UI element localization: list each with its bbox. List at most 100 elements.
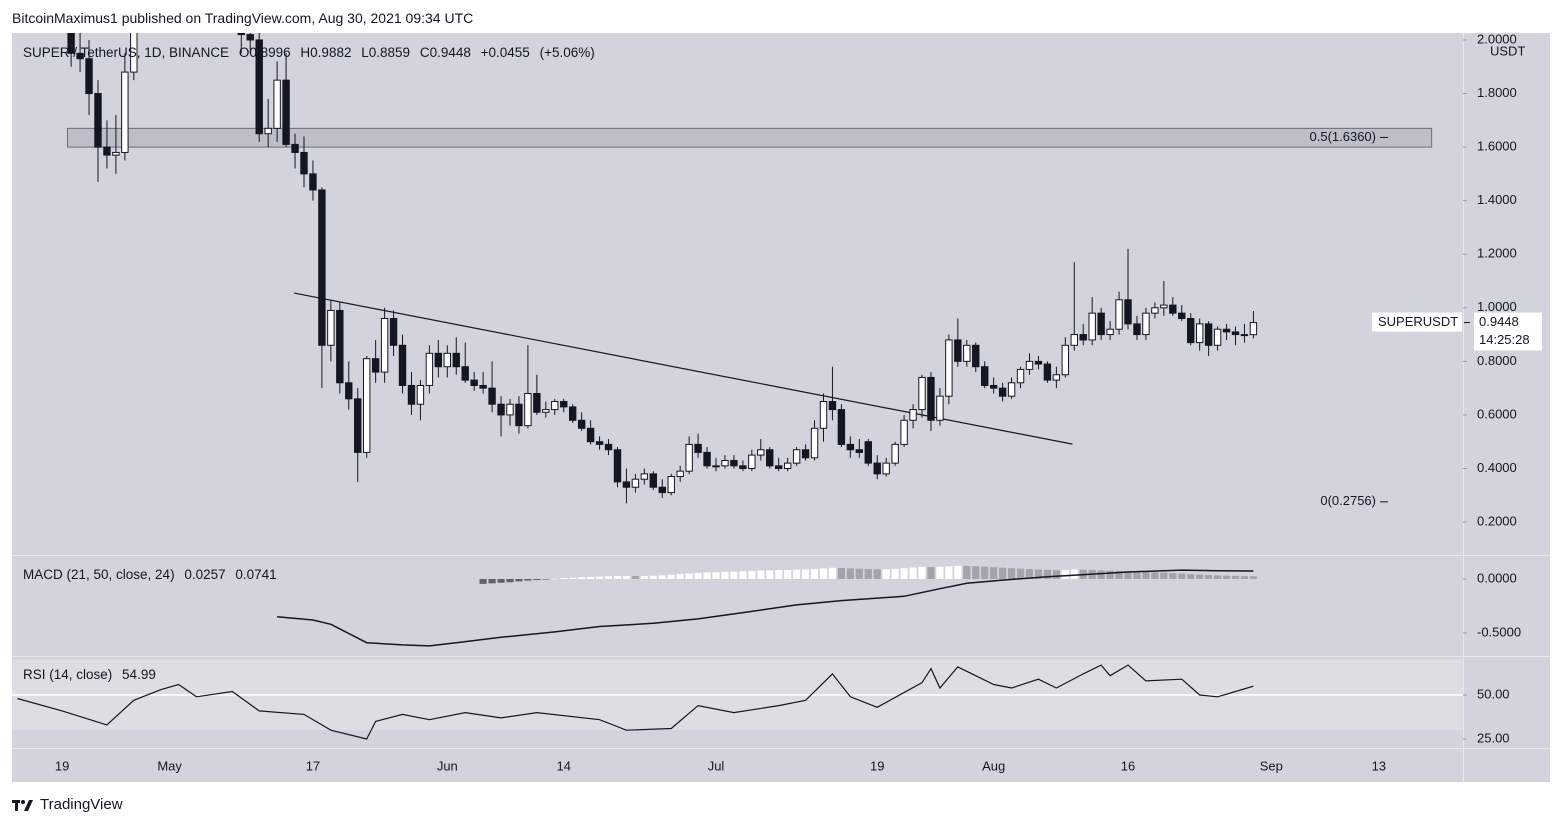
macd-histogram-bar — [927, 567, 935, 579]
macd-histogram-bar — [488, 578, 496, 584]
macd-histogram-bar — [712, 572, 720, 579]
x-tick-label: May — [157, 758, 182, 773]
candle-body — [1079, 334, 1087, 341]
candle-body — [103, 146, 111, 156]
chart-background — [12, 33, 1550, 782]
candle-body — [533, 392, 541, 413]
y-tick-label: 0.4000 — [1477, 460, 1517, 475]
candle-body — [1133, 323, 1141, 336]
candle-body — [121, 71, 129, 153]
candle-body — [1043, 363, 1052, 381]
macd-histogram-bar — [685, 573, 693, 579]
candle-body — [1160, 304, 1168, 309]
symbol-title: SUPER / TetherUS, 1D, BINANCE — [23, 45, 230, 60]
macd-histogram-bar — [1178, 573, 1186, 579]
candle-body — [264, 127, 272, 135]
macd-line — [277, 569, 1254, 647]
candle-body — [568, 406, 577, 421]
candle-body — [703, 451, 711, 467]
candle-body — [828, 401, 837, 411]
macd-histogram-bar — [1169, 573, 1177, 579]
candle-body — [300, 151, 308, 175]
x-tick-label: 13 — [1372, 758, 1386, 773]
x-tick-label: 14 — [557, 758, 571, 773]
candle-body — [1169, 304, 1177, 314]
candle-body — [963, 344, 971, 362]
candle-body — [989, 384, 998, 389]
change-percent: (+5.06%) — [539, 45, 595, 60]
macd-histogram-bar — [560, 578, 568, 579]
candle-body — [362, 358, 371, 453]
macd-histogram-bar — [954, 565, 962, 579]
macd-histogram-bar — [649, 575, 657, 579]
candle-body — [837, 409, 846, 445]
macd-histogram-bar — [766, 570, 774, 579]
y-tick-label: 0.2000 — [1477, 513, 1517, 528]
macd-histogram-bar — [1222, 575, 1231, 579]
y-tick-label: -0.5000 — [1477, 624, 1521, 639]
candle-body — [757, 449, 765, 456]
macd-histogram-bar — [1196, 574, 1204, 579]
macd-histogram-bar — [515, 578, 523, 582]
candle-body — [273, 79, 281, 129]
y-tick-label: 0.6000 — [1477, 406, 1517, 421]
candle-body — [112, 151, 120, 156]
candle-body — [604, 443, 613, 451]
macd-histogram-bar — [855, 568, 863, 579]
candle-body — [506, 403, 514, 416]
candle-body — [667, 476, 675, 494]
candle-body — [398, 344, 407, 386]
candle-body — [801, 449, 810, 459]
candle-body — [766, 449, 774, 467]
rsi-pane — [12, 664, 1463, 740]
y-tick-label: 1.4000 — [1477, 192, 1517, 207]
candle-body — [237, 33, 245, 36]
y-tick-label: 0.8000 — [1477, 353, 1517, 368]
candle-body — [810, 427, 819, 459]
macd-histogram-bar — [882, 569, 890, 579]
macd-histogram-value: 0.0257 — [184, 567, 226, 582]
candle-body — [524, 392, 532, 427]
ohlc-letter: O — [238, 45, 250, 60]
macd-histogram-bar — [1205, 574, 1213, 579]
macd-histogram-bar — [819, 568, 828, 579]
candle-body — [130, 33, 138, 73]
candle-body — [640, 473, 649, 480]
y-tick-label: 1.6000 — [1477, 139, 1517, 154]
axes: 0.2000 0.4000 0.6000 0.8000 1.0000 1.2000 1.40… — [55, 31, 1542, 773]
candle-body — [855, 449, 864, 453]
macd-pane — [277, 565, 1258, 647]
x-tick-label: Aug — [982, 758, 1005, 773]
macd-histogram-bar — [918, 566, 926, 579]
candle-body — [551, 401, 559, 411]
candle-body — [748, 454, 756, 469]
currency-label: USDT — [1490, 43, 1525, 58]
ohlc-letter: C — [419, 45, 430, 60]
candle-body — [1097, 312, 1105, 336]
x-tick-label: Jul — [708, 758, 725, 773]
footer-brand: TradingView — [40, 796, 123, 813]
candle-body — [864, 441, 872, 464]
macd-histogram-bar — [1025, 569, 1034, 579]
candle-body — [1178, 312, 1186, 320]
candle-body — [1195, 323, 1204, 344]
candle-body — [1142, 312, 1150, 336]
candle-body — [891, 443, 899, 464]
y-tick-label: 1.8000 — [1477, 85, 1517, 100]
macd-histogram-bar — [1142, 571, 1150, 579]
x-tick-label: 19 — [870, 758, 884, 773]
x-tick-label: 19 — [55, 758, 69, 773]
last-price-box — [1474, 312, 1542, 351]
macd-histogram-bar — [846, 568, 854, 579]
macd-histogram-bar — [506, 578, 514, 583]
candle-body — [327, 309, 335, 346]
candle-body — [927, 376, 935, 421]
ohlc-letter: L — [361, 45, 369, 60]
last-price-label: 0.9448 — [1479, 314, 1519, 329]
macd-histogram-bar — [676, 574, 684, 579]
macd-histogram-bar — [551, 578, 559, 580]
candle-body — [1249, 322, 1258, 336]
y-tick-label: 25.00 — [1477, 730, 1510, 745]
candle-body — [1061, 344, 1070, 376]
candle-body — [94, 93, 102, 148]
